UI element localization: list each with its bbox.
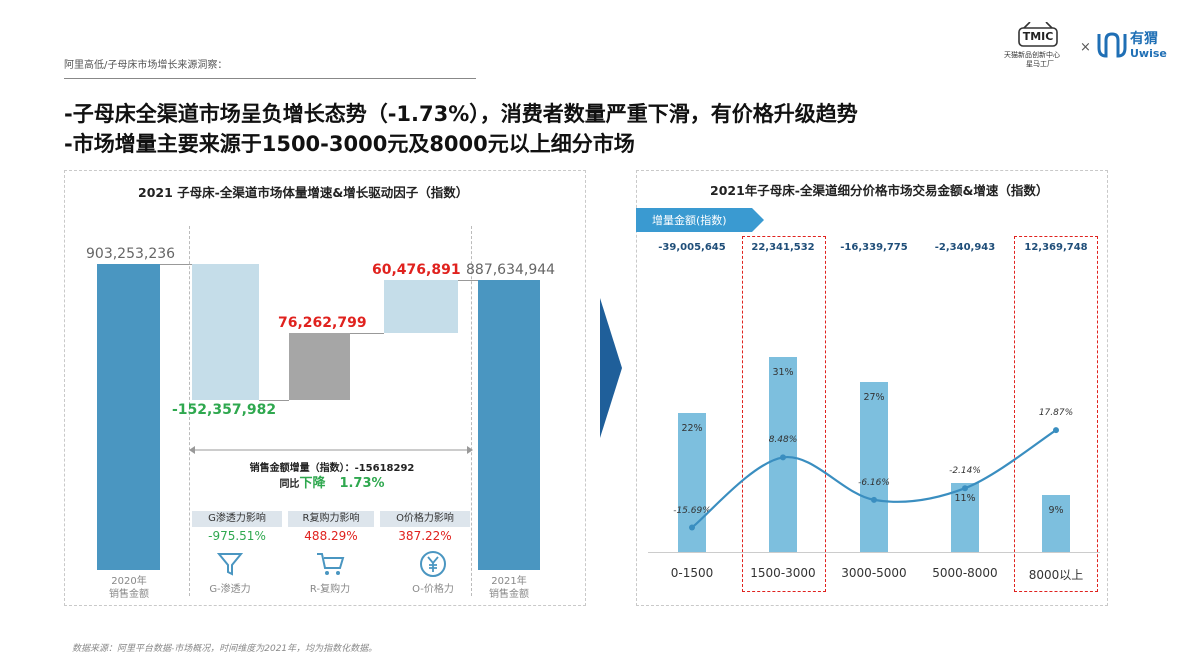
segment-growth-label: -6.16% xyxy=(858,477,890,488)
uwise-en-name: Uwise xyxy=(1130,47,1167,60)
increment-tag-label: 增量金额(指数) xyxy=(652,214,727,227)
segment-bar xyxy=(769,356,797,552)
range-arrow xyxy=(189,446,473,454)
segment-bar-share-label: 27% xyxy=(863,391,885,403)
factor-cell-o: O价格力影响 387.22% xyxy=(380,511,470,545)
bar-2021-total xyxy=(478,280,540,570)
connector-line xyxy=(458,280,478,281)
yuan-price-icon xyxy=(420,551,446,577)
breadcrumb-divider xyxy=(64,78,476,79)
factor-cell-r: R复购力影响 488.29% xyxy=(288,511,374,545)
breadcrumb: 阿里高低/子母床市场增长来源洞察： xyxy=(64,60,228,71)
segment-category-label: 8000以上 xyxy=(1028,568,1084,582)
segment-increment-label: 12,369,748 xyxy=(1024,242,1088,253)
segment-increment-label: -16,339,775 xyxy=(840,242,908,253)
factor-head-g: G渗透力影响 xyxy=(192,511,282,527)
connector-line xyxy=(259,400,289,401)
segment-growth-label: -2.14% xyxy=(949,466,981,477)
factor-head-o: O价格力影响 xyxy=(380,511,470,527)
label-r-value: 76,262,799 xyxy=(278,315,367,331)
tmic-logo: TMIC 天猫新品创新中心 星马工厂 xyxy=(1004,22,1080,70)
segment-title: 2021年子母床-全渠道细分价格市场交易金额&增速（指数） xyxy=(710,183,1049,198)
label-g-value: -152,357,982 xyxy=(172,402,277,418)
label-2020-sub: 销售金额 xyxy=(109,589,149,600)
segment-increment-label: 22,341,532 xyxy=(751,242,815,253)
segment-bar-share-label: 22% xyxy=(681,423,703,435)
label-start-value: 903,253,236 xyxy=(86,246,176,262)
funnel-icon xyxy=(216,553,244,576)
segment-growth-label: -15.69% xyxy=(673,505,711,516)
bar-2020-total xyxy=(97,264,160,570)
label-r-factor: R-复购力 xyxy=(309,584,351,595)
label-2021-sub: 销售金额 xyxy=(489,589,529,600)
factor-value-g: -975.51% xyxy=(208,529,266,543)
label-o-factor: O-价格力 xyxy=(412,584,454,595)
tmic-subcaption: 星马工厂 xyxy=(1026,60,1054,68)
factor-value-r: 488.29% xyxy=(304,529,358,543)
bar-g-penetration xyxy=(192,264,259,400)
guide-dashed-left xyxy=(189,226,190,596)
segment-increment-label: -39,005,645 xyxy=(658,242,726,253)
increment-tag-shape xyxy=(636,208,764,232)
segment-category-label: 3000-5000 xyxy=(841,566,907,580)
connector-line xyxy=(350,333,384,334)
summary-yoy-direction: 下降 xyxy=(299,476,326,491)
x-axis-line xyxy=(648,552,1100,553)
label-2020-year: 2020年 xyxy=(111,576,147,587)
headline-line-1: -子母床全渠道市场呈负增长态势（-1.73%），消费者数量严重下滑，有价格升级趋… xyxy=(64,102,858,126)
segment-bar-share-label: 9% xyxy=(1048,505,1064,517)
shopping-cart-icon xyxy=(317,553,345,575)
tmic-badge-icon xyxy=(1018,22,1058,47)
bar-o-price xyxy=(384,280,458,333)
segment-bar xyxy=(860,381,888,552)
factor-head-r: R复购力影响 xyxy=(288,511,374,527)
highlight-box-8000-plus xyxy=(1014,236,1098,592)
bar-r-repurchase xyxy=(289,333,350,400)
segment-increment-label: -2,340,943 xyxy=(934,242,996,253)
uwise-cn-name: 有猬 xyxy=(1130,31,1158,47)
logo-separator: × xyxy=(1080,40,1091,55)
headline-line-2: -市场增量主要来源于1500-3000元及8000元以上细分市场 xyxy=(64,132,635,156)
waterfall-title: 2021 子母床-全渠道市场体量增速&增长驱动因子（指数） xyxy=(138,185,469,200)
segment-category-label: 5000-8000 xyxy=(932,566,998,580)
segment-bar-share-label: 11% xyxy=(954,492,976,504)
uwise-mark-icon xyxy=(1097,32,1127,58)
data-source-note: 数据来源：阿里平台数据-市场概况，时间维度为2021年，均为指数化数据。 xyxy=(72,644,378,654)
segment-category-label: 0-1500 xyxy=(670,566,714,580)
segment-growth-label: 17.87% xyxy=(1038,408,1074,419)
segment-category-label: 1500-3000 xyxy=(750,566,816,580)
label-o-value: 60,476,891 xyxy=(372,262,461,278)
guide-dashed-right xyxy=(471,226,472,596)
label-g-factor: G-渗透力 xyxy=(209,584,251,595)
highlight-box-1500-3000 xyxy=(742,236,826,592)
summary-yoy-pct: 1.73% xyxy=(339,476,385,491)
factor-cell-g: G渗透力影响 -975.51% xyxy=(192,511,282,545)
tmic-badge-text: TMIC xyxy=(1022,30,1054,43)
factor-value-o: 387.22% xyxy=(398,529,452,543)
label-end-value: 887,634,944 xyxy=(466,262,556,278)
summary-yoy-label: 同比 xyxy=(279,479,300,490)
label-2021-year: 2021年 xyxy=(491,576,527,587)
connector-line xyxy=(160,264,192,265)
segment-bar xyxy=(1042,495,1070,552)
tmic-caption: 天猫新品创新中心 xyxy=(1004,51,1060,59)
transition-arrow-icon xyxy=(600,298,622,438)
uwise-logo: 有猬 Uwise xyxy=(1096,28,1176,64)
summary-yoy: 同比下降 1.73% xyxy=(190,472,474,491)
summary-increment: 销售金额增量（指数）：-15618292 xyxy=(249,463,415,474)
segment-growth-label: 8.48% xyxy=(768,435,798,446)
segment-bar-share-label: 31% xyxy=(772,366,794,378)
